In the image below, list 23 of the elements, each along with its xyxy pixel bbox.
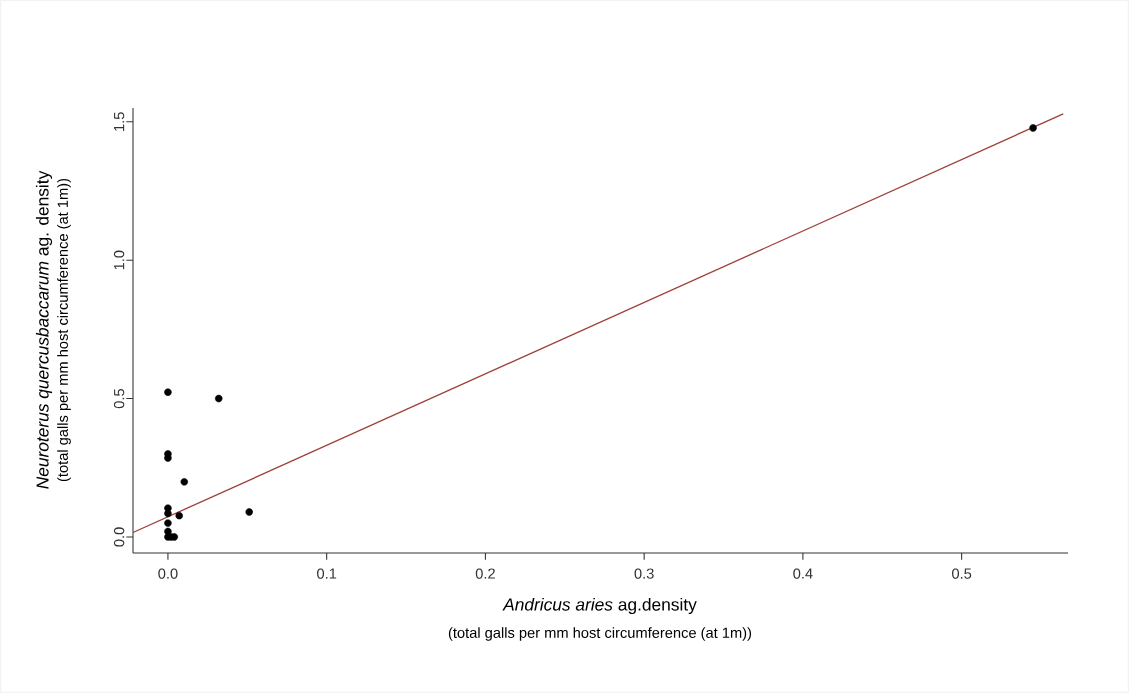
point [245, 508, 253, 516]
text: (total galls per mm host circumference (at 1m)) [57, 178, 71, 482]
point [180, 478, 189, 486]
x-tick-label: 0.2 [475, 568, 495, 579]
point [164, 454, 172, 462]
text: (total galls per mm host circumference (at 1m)) [448, 627, 752, 641]
x-axis-title: Andricus aries ag.density [502, 597, 697, 615]
x-tick-label: 0.4 [793, 568, 813, 579]
x-tick-label: 0.0 [158, 568, 178, 579]
point [164, 519, 172, 527]
y-tick-label: 0.0 [113, 527, 125, 547]
y-axis-title: Neuroterus quercusbaccarum ag. density [35, 170, 53, 489]
x-tick-label: 0.3 [634, 568, 654, 579]
x-tick-label: 0.5 [952, 568, 972, 579]
x-tick-label: 0.1 [317, 568, 337, 579]
y-tick-label: 1.5 [114, 112, 125, 131]
point [1029, 124, 1037, 132]
y-tick-label: 0.5 [113, 389, 125, 409]
point [164, 509, 172, 518]
point [164, 388, 172, 396]
point [214, 394, 223, 403]
y-tick-label: 1.0 [113, 250, 125, 270]
point [175, 511, 183, 520]
